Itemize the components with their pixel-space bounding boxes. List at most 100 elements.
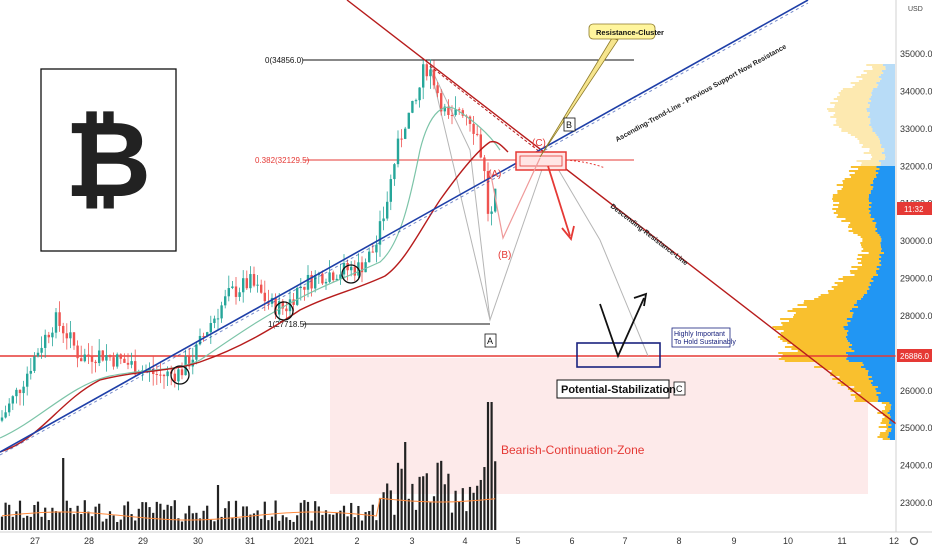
volume-bar: [396, 462, 400, 530]
volume-profile-bar: [889, 418, 895, 420]
volume-profile-bar: [855, 398, 879, 400]
volume-bar: [184, 513, 187, 530]
volume-profile-bar: [862, 78, 882, 80]
volume-bars: [0, 402, 497, 530]
time-tick-label: 5: [515, 536, 520, 546]
candle-body: [238, 292, 241, 297]
point-a-box: [484, 333, 497, 348]
settings-icon-bg[interactable]: [900, 533, 928, 549]
volume-bar: [141, 502, 144, 530]
point-label-c: C: [676, 384, 683, 394]
candle-body: [440, 93, 443, 112]
volume-profile-bar: [855, 396, 879, 398]
volume-profile-bar: [833, 204, 869, 206]
candle-body: [328, 272, 331, 282]
candle-body: [292, 299, 295, 305]
volume-profile-bar: [869, 114, 895, 116]
volume-bar: [152, 512, 155, 530]
candle-body: [18, 389, 22, 394]
volume-profile-bar: [872, 130, 895, 132]
volume-profile-bar: [879, 254, 895, 256]
volume-profile-bar: [881, 78, 895, 80]
volume-profile-bar: [876, 266, 895, 268]
candle-body: [285, 308, 288, 312]
volume-profile-bar: [880, 162, 895, 164]
volume-profile-bar: [868, 196, 895, 198]
volume-profile-bar: [880, 260, 895, 262]
candle-body: [252, 274, 256, 286]
volume-bar: [76, 505, 79, 530]
volume-profile-bar: [871, 206, 895, 208]
volume-profile-bar: [871, 278, 895, 280]
volume-profile-bar: [852, 86, 878, 88]
volume-profile-bar: [880, 250, 895, 252]
volume-bar: [29, 516, 32, 530]
volume-profile-bar: [774, 328, 845, 330]
candle-body: [213, 318, 216, 324]
v-arrow: [599, 297, 645, 359]
volume-bar: [486, 402, 490, 530]
stabilization-box: [576, 342, 661, 368]
volume-profile-bar: [857, 306, 895, 308]
volume-bar: [263, 501, 266, 530]
time-tag-label: 11:32: [904, 205, 924, 214]
candle-body: [472, 123, 475, 134]
price-axis-bg: [896, 0, 932, 550]
volume-bar: [411, 483, 414, 530]
volume-bar: [267, 520, 270, 530]
price-tick-label: 33000.0: [900, 124, 932, 134]
volume-profile-bar: [781, 356, 848, 358]
volume-profile-bar: [853, 312, 895, 314]
volume-bar: [72, 514, 76, 530]
red-arrow-head: [561, 225, 575, 241]
volume-bar: [346, 516, 349, 530]
volume-profile-bar: [866, 108, 895, 110]
volume-bar: [292, 521, 295, 530]
volume-profile-bar: [891, 428, 895, 430]
volume-profile-bar: [878, 76, 895, 78]
touch-circle-2: [274, 301, 294, 321]
volume-profile-bar: [837, 190, 871, 192]
volume-profile-bar: [838, 278, 872, 280]
time-tick-label: 28: [84, 536, 94, 546]
volume-profile-bar: [837, 382, 871, 384]
settings-icon[interactable]: [900, 533, 928, 549]
volume-bar: [15, 511, 18, 530]
volume-bar: [332, 514, 335, 530]
volume-profile-bar: [870, 192, 895, 194]
volume-profile-bar: [884, 150, 895, 152]
candle-body: [454, 109, 457, 116]
volume-profile-bar: [861, 264, 882, 266]
candle-body: [332, 272, 335, 281]
gear-icon[interactable]: [909, 536, 919, 546]
volume-profile-bar: [876, 270, 895, 272]
volume-profile-bar: [850, 394, 877, 396]
volume-profile-bar: [869, 112, 895, 114]
volume-profile-bar: [882, 64, 895, 66]
volume-bar: [36, 501, 40, 530]
volume-profile-bar: [885, 156, 895, 158]
volume-profile-bar: [876, 390, 895, 392]
volume-profile-bar: [795, 312, 854, 314]
price-tick-label: 35000.0: [900, 49, 932, 59]
volume-profile-bar: [833, 212, 870, 214]
candle-body: [180, 369, 184, 376]
volume-profile-bar: [842, 276, 874, 278]
volume-bar: [321, 514, 324, 530]
volume-bar: [432, 496, 436, 530]
volume-ma-line: [1, 497, 496, 521]
volume-bar: [51, 507, 54, 530]
volume-profile-bar: [849, 310, 895, 312]
candle-body: [339, 274, 342, 279]
volume-profile-bar: [878, 398, 895, 400]
volume-profile-bar: [885, 68, 895, 70]
volume-profile-bar: [843, 182, 874, 184]
volume-profile-bar: [870, 118, 895, 120]
volume-bar: [458, 501, 461, 530]
volume-bar: [47, 520, 50, 530]
volume-profile-bar: [833, 288, 870, 290]
volume-profile-bar: [850, 134, 877, 136]
volume-profile-bar: [828, 292, 868, 294]
candle-body: [15, 389, 18, 397]
volume-profile-bar: [820, 364, 864, 366]
